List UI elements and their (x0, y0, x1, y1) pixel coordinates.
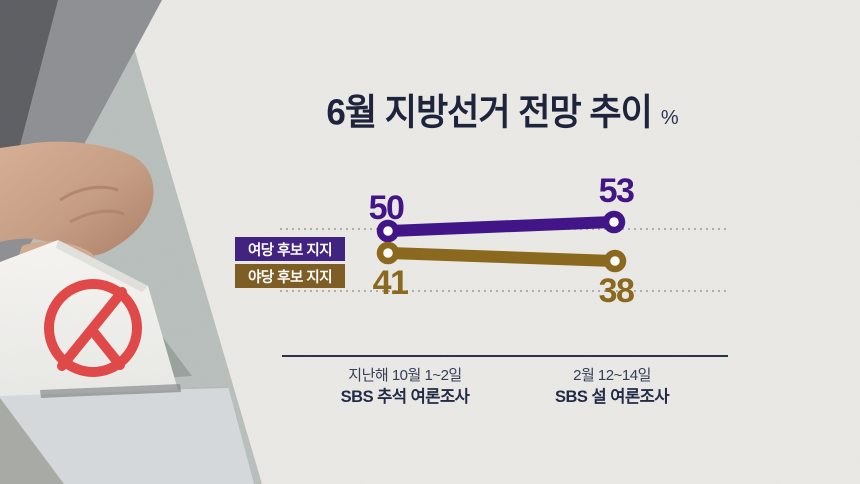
x-tick-poll-name: SBS 설 여론조사 (555, 387, 670, 406)
x-axis-line (282, 355, 728, 357)
data-point-opp-2 (603, 249, 627, 273)
value-label-gov-1: 50 (368, 189, 405, 227)
legend-opp-label: 야당 후보 지지 (247, 269, 333, 286)
legend-gov-candidate-support: 여당 후보 지지 (235, 237, 345, 261)
data-point-gov-2 (602, 210, 626, 234)
legend-gov-label: 여당 후보 지지 (247, 242, 333, 259)
x-tick-date: 2월 12~14일 (573, 367, 651, 384)
x-tick-october-poll: 지난해 10월 1~2일 SBS 추석 여론조사 (285, 367, 525, 407)
series-gov-line (376, 210, 626, 243)
value-label-opp-1: 41 (372, 264, 409, 302)
value-label-opp-2: 38 (598, 272, 635, 310)
series-opp-line (376, 241, 627, 273)
x-tick-february-poll: 2월 12~14일 SBS 설 여론조사 (492, 367, 732, 407)
data-point-opp-1 (376, 241, 400, 265)
x-tick-poll-name: SBS 추석 여론조사 (340, 387, 470, 406)
x-tick-date: 지난해 10월 1~2일 (348, 367, 462, 384)
value-label-gov-2: 53 (598, 172, 635, 210)
legend-opp-candidate-support: 야당 후보 지지 (235, 264, 345, 288)
